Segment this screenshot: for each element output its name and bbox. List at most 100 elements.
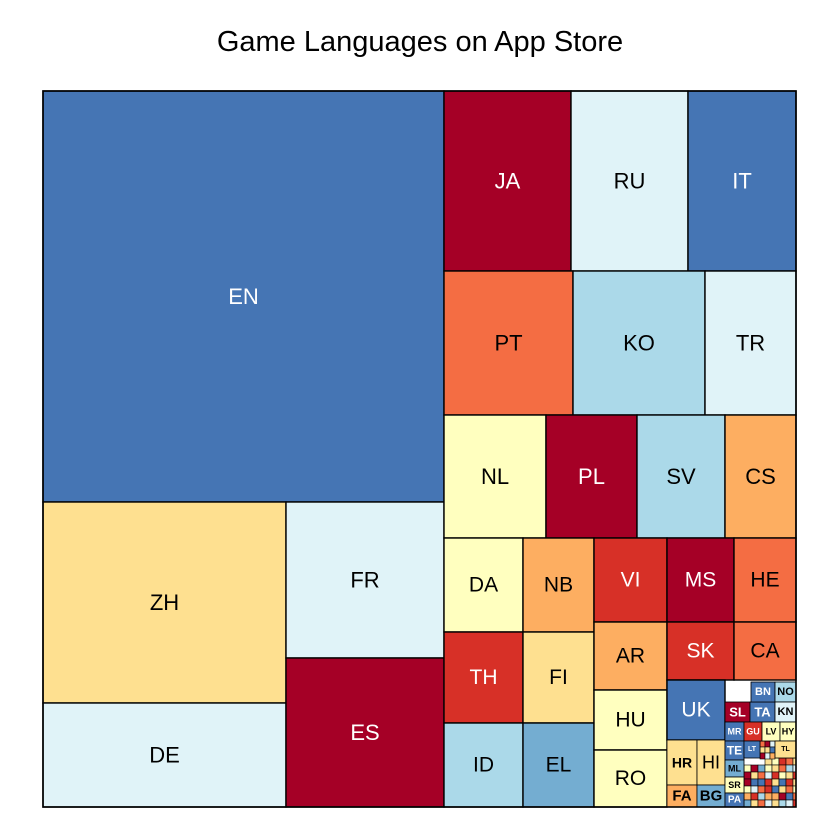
minor-language-tile: [757, 792, 766, 801]
minor-language-tile: [764, 771, 773, 780]
tile-hr: [666, 739, 698, 786]
tile-pt: [443, 270, 574, 416]
tile-hi: [696, 739, 726, 786]
tile-label-zh: ZH: [150, 590, 179, 615]
tile-label-th: TH: [470, 666, 498, 689]
minor-language-tile: [778, 792, 787, 801]
minor-language-tile: [785, 771, 794, 780]
minor-language-tile: [771, 799, 780, 808]
minor-language-tile: [764, 785, 773, 794]
minor-language-tile: [769, 740, 776, 748]
minor-language-tile: [785, 785, 794, 794]
tile-label-sr: SR: [728, 780, 741, 790]
minor-language-tile: [743, 764, 752, 773]
tile-he: [733, 537, 797, 623]
tiles-layer: EN ZH FR DE ES JA RU IT PT KO TR NL PL SV CS DA NB TH FI ID…: [42, 90, 797, 808]
minor-language-tile: [750, 792, 759, 801]
tile-label-te: TE: [727, 744, 742, 758]
minor-language-tile: [778, 757, 787, 766]
minor-language-tile: [771, 771, 780, 780]
tile-ar: [593, 621, 668, 691]
tile-ko: [572, 270, 706, 416]
tile-ca: [733, 621, 797, 681]
tile-label-de: DE: [149, 743, 180, 768]
minor-language-tile: [743, 785, 752, 794]
tile-label-ca: CA: [750, 640, 779, 663]
tile-label-fa: FA: [672, 788, 691, 805]
tile-label-da: DA: [469, 574, 498, 597]
tile-ro: [593, 749, 668, 808]
tile-tr: [704, 270, 797, 416]
treemap-frame: [42, 90, 797, 808]
minor-language-tile: [769, 752, 776, 760]
tile-label-ko: KO: [623, 331, 655, 356]
minor-language-tile: [757, 778, 766, 787]
minor-language-tile: [764, 764, 773, 773]
minor-language-tile: [757, 771, 766, 780]
tile-label-bg: BG: [700, 788, 723, 805]
minor-language-tile: [743, 778, 752, 787]
tile-label-pl: PL: [578, 464, 605, 489]
tile-label-sv: SV: [666, 464, 696, 489]
minor-language-tile: [750, 764, 759, 773]
minor-language-tile: [764, 778, 773, 787]
tile-vi: [593, 537, 668, 623]
tile-zh: [42, 501, 287, 704]
minor-language-tile: [778, 771, 787, 780]
minor-language-tile: [785, 764, 794, 773]
minor-language-tile: [771, 764, 780, 773]
tile-label-ro: RO: [615, 767, 647, 790]
tile-label-hu: HU: [615, 709, 645, 732]
tile-label-cs: CS: [745, 464, 776, 489]
minor-language-tile: [750, 785, 759, 794]
tile-label-lt: LT: [748, 746, 757, 753]
minor-language-tile: [769, 746, 776, 754]
tile-label-vi: VI: [621, 569, 641, 592]
minor-language-tile: [778, 785, 787, 794]
minor-language-tile: [743, 771, 752, 780]
tile-label-sk: SK: [686, 640, 714, 663]
minor-language-tile: [778, 764, 787, 773]
tile-uk: [666, 679, 726, 741]
tile-label-ta: TA: [754, 705, 771, 720]
tile-label-mr: MR: [728, 727, 742, 737]
tile-label-ml: ML: [728, 764, 741, 774]
tile-label-no: NO: [777, 686, 794, 698]
minor-language-tile: [743, 799, 752, 808]
tile-label-fr: FR: [350, 568, 379, 593]
tile-label-es: ES: [350, 720, 379, 745]
minor-language-tile: [757, 799, 766, 808]
minor-language-tile: [764, 792, 773, 801]
minor-language-tile: [743, 792, 752, 801]
minor-language-tile: [764, 740, 771, 748]
tile-label-uk: UK: [681, 699, 710, 722]
tile-label-it: IT: [732, 169, 752, 194]
tile-sk: [666, 621, 735, 681]
minor-language-tile: [785, 757, 794, 766]
tile-label-ja: JA: [495, 169, 521, 194]
minor-language-tile: [771, 792, 780, 801]
tile-label-bn: BN: [755, 686, 771, 698]
tile-cs: [724, 414, 797, 539]
minor-language-tile: [759, 740, 766, 748]
tile-ru: [570, 90, 689, 272]
tile-el: [522, 722, 595, 808]
tile-label-ar: AR: [616, 645, 645, 668]
tile-fi: [522, 631, 595, 724]
tile-es: [285, 657, 445, 808]
tile-label-tr: TR: [736, 331, 765, 356]
tile-label-tl: TL: [781, 746, 790, 753]
minor-language-tile: [785, 799, 794, 808]
tile-label-hi: HI: [702, 753, 720, 773]
tile-label-gu: GU: [746, 727, 760, 737]
tile-lt: [743, 740, 761, 759]
minor-language-tile: [778, 778, 787, 787]
minor-languages-cluster: [743, 740, 797, 808]
tile-label-pa: PA: [728, 795, 741, 806]
tile-hu: [593, 689, 668, 751]
tile-label-id: ID: [473, 754, 494, 777]
minor-language-tile: [750, 778, 759, 787]
tile-pl: [545, 414, 638, 539]
minor-language-tile: [764, 746, 771, 754]
